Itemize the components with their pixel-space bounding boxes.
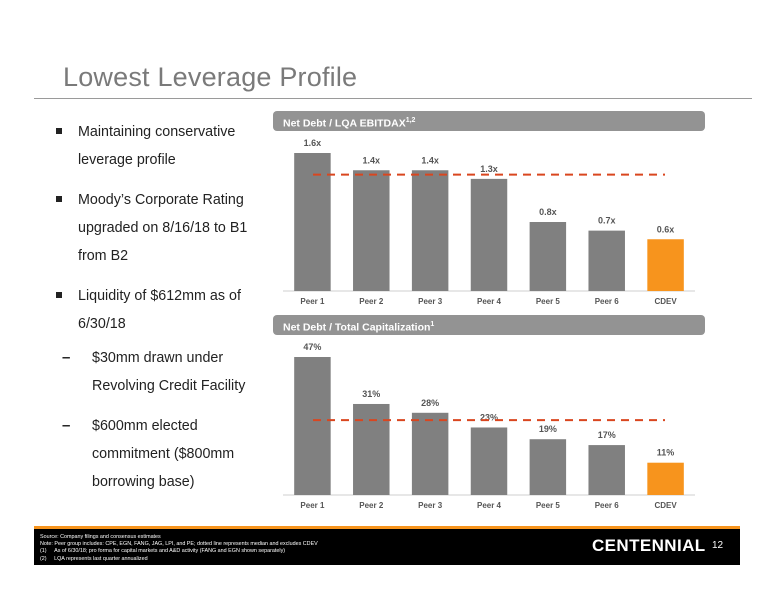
data-label: 47% — [303, 342, 321, 352]
footnote-1: (1) As of 6/30/18; pro forma for capital… — [40, 548, 286, 555]
category-label: Peer 3 — [418, 501, 443, 510]
chart-title-ebitdax: Net Debt / LQA EBITDAX1,2 — [273, 111, 705, 131]
data-label: 1.4x — [363, 155, 381, 165]
company-logo: CENTENNIAL — [592, 536, 706, 555]
bar-peer-5 — [529, 222, 567, 291]
category-label: Peer 5 — [536, 297, 561, 306]
data-label: 0.6x — [657, 224, 675, 234]
bullet-list: Maintaining conservative leverage profil… — [56, 118, 271, 508]
data-label: 19% — [539, 424, 557, 434]
bar-peer-3 — [411, 170, 449, 291]
data-label: 28% — [421, 398, 439, 408]
bullet-text: Moody’s Corporate Rating upgraded on 8/1… — [78, 192, 248, 264]
category-label: CDEV — [654, 297, 677, 306]
square-bullet-icon — [56, 128, 62, 134]
category-label: CDEV — [654, 501, 677, 510]
chart-title-footnote: 1,2 — [405, 117, 416, 124]
dash-bullet-icon: – — [62, 349, 71, 366]
category-label: Peer 1 — [300, 297, 325, 306]
category-label: Peer 5 — [536, 501, 561, 510]
category-label: Peer 6 — [595, 501, 620, 510]
bar-peer-4 — [470, 178, 508, 291]
bar-peer-4 — [470, 427, 508, 495]
bullet-item: Liquidity of $612mm as of 6/30/18 — [56, 282, 271, 338]
bar-peer-2 — [353, 170, 390, 291]
bar-cdev — [647, 239, 684, 291]
square-bullet-icon — [56, 292, 62, 298]
category-label: Peer 2 — [359, 501, 384, 510]
bar-peer-3 — [411, 412, 449, 495]
data-label: 11% — [657, 448, 675, 458]
data-label: 17% — [598, 430, 616, 440]
data-label: 23% — [480, 412, 498, 422]
footnotes: Source: Company filings and consensus es… — [40, 534, 318, 563]
category-label: Peer 4 — [477, 501, 502, 510]
data-label: 0.7x — [598, 216, 616, 226]
bar-peer-6 — [588, 230, 625, 291]
peer-note: Note: Peer group includes: CPE, EGN, FAN… — [40, 541, 318, 548]
bar-peer-2 — [353, 403, 390, 495]
bar-peer-5 — [529, 439, 567, 495]
category-label: Peer 3 — [418, 297, 443, 306]
title-divider — [34, 98, 752, 99]
data-label: 31% — [362, 389, 380, 399]
source-note: Source: Company filings and consensus es… — [40, 534, 161, 540]
sub-bullet-text: $30mm drawn under Revolving Credit Facil… — [92, 350, 246, 394]
footer-bar: Source: Company filings and consensus es… — [34, 529, 740, 565]
data-label: 0.8x — [539, 207, 557, 217]
dash-bullet-icon: – — [62, 417, 71, 434]
bar-peer-1 — [294, 153, 331, 291]
sub-bullet-item: – $30mm drawn under Revolving Credit Fac… — [56, 344, 271, 400]
bar-cdev — [647, 462, 684, 495]
chart-title-footnote: 1 — [430, 321, 435, 328]
page-number: 12 — [712, 540, 724, 551]
chart-title-text: Net Debt / Total Capitalization — [283, 321, 431, 334]
category-label: Peer 4 — [477, 297, 502, 306]
bar-peer-1 — [294, 357, 331, 495]
data-label: 1.6x — [304, 138, 322, 148]
footer-accent-rule — [34, 526, 740, 529]
chart-net-debt-ebitdax: 1.6x Peer 1 1.4x Peer 2 1.4x Peer 3 1.3x Peer 4… — [283, 138, 695, 306]
bullet-text: Maintaining conservative leverage profil… — [78, 124, 236, 168]
sub-bullet-text: $600mm elected commitment ($800mm borrow… — [92, 418, 235, 490]
category-label: Peer 6 — [595, 297, 620, 306]
bar-peer-6 — [588, 445, 625, 495]
sub-bullet-item: – $600mm elected commitment ($800mm borr… — [56, 412, 271, 496]
category-label: Peer 1 — [300, 501, 325, 510]
data-label: 1.4x — [421, 155, 439, 165]
chart-net-debt-capitalization: 47% Peer 1 31% Peer 2 28% Peer 3 23% Peer 4 19% P… — [283, 342, 695, 510]
bullet-item: Moody’s Corporate Rating upgraded on 8/1… — [56, 186, 271, 270]
chart-title-text: Net Debt / LQA EBITDAX — [283, 117, 406, 130]
category-label: Peer 2 — [359, 297, 384, 306]
bullet-item: Maintaining conservative leverage profil… — [56, 118, 271, 174]
page-title: Lowest Leverage Profile — [63, 62, 358, 92]
footnote-2: (2) LQA represents last quarter annualiz… — [40, 555, 148, 562]
data-label: 1.3x — [480, 164, 498, 174]
chart-title-capitalization: Net Debt / Total Capitalization1 — [273, 315, 705, 335]
square-bullet-icon — [56, 196, 62, 202]
bullet-text: Liquidity of $612mm as of 6/30/18 — [78, 288, 241, 332]
